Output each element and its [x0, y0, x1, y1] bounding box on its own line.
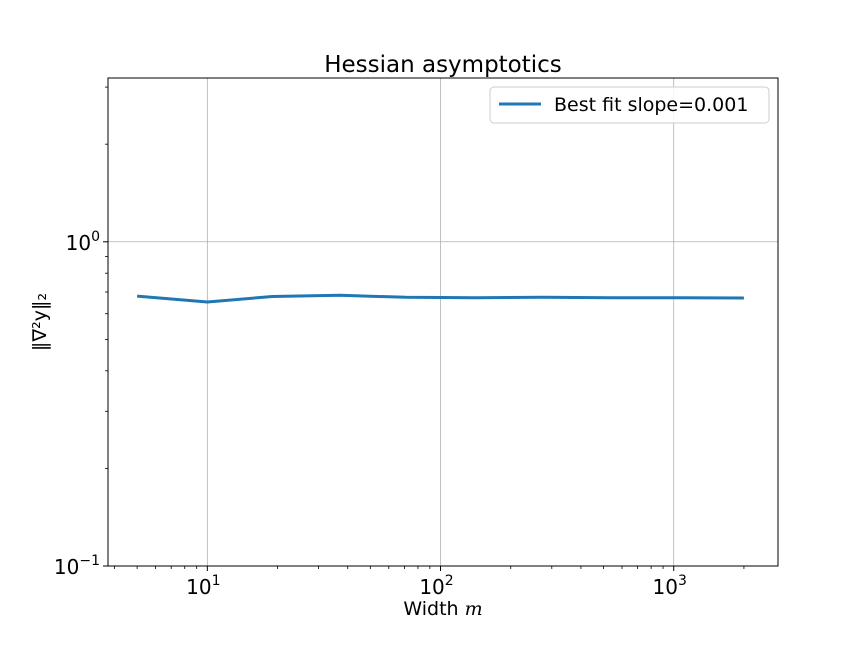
y-axis-label-text: ‖∇²y‖₂: [29, 293, 51, 351]
legend: Best fit slope=0.001: [489, 86, 770, 124]
x-axis-ticks: 101 102 103: [186, 566, 687, 599]
legend-entry-label: Best fit slope=0.001: [554, 94, 748, 116]
x-axis-label-variable: m: [465, 598, 483, 620]
x-axis-label: Width m: [403, 598, 482, 620]
minor-ticks: [105, 86, 745, 569]
legend-box: [489, 86, 770, 124]
series-line: [136, 293, 744, 304]
y-tick-label: 100: [66, 229, 100, 255]
x-tick-label: 101: [186, 573, 220, 599]
y-tick-label: 10−1: [54, 553, 100, 579]
x-axis-label-text: Width: [403, 598, 464, 620]
y-axis-ticks: 10−1 100: [54, 229, 108, 579]
series-layer: [136, 293, 744, 304]
chart-title: Hessian asymptotics: [324, 52, 562, 78]
y-axis-label: ‖∇²y‖₂: [29, 293, 51, 351]
grid: [108, 78, 778, 567]
x-tick-label: 103: [653, 573, 687, 599]
plot-area-frame: [107, 77, 779, 567]
x-tick-label: 102: [419, 573, 453, 599]
